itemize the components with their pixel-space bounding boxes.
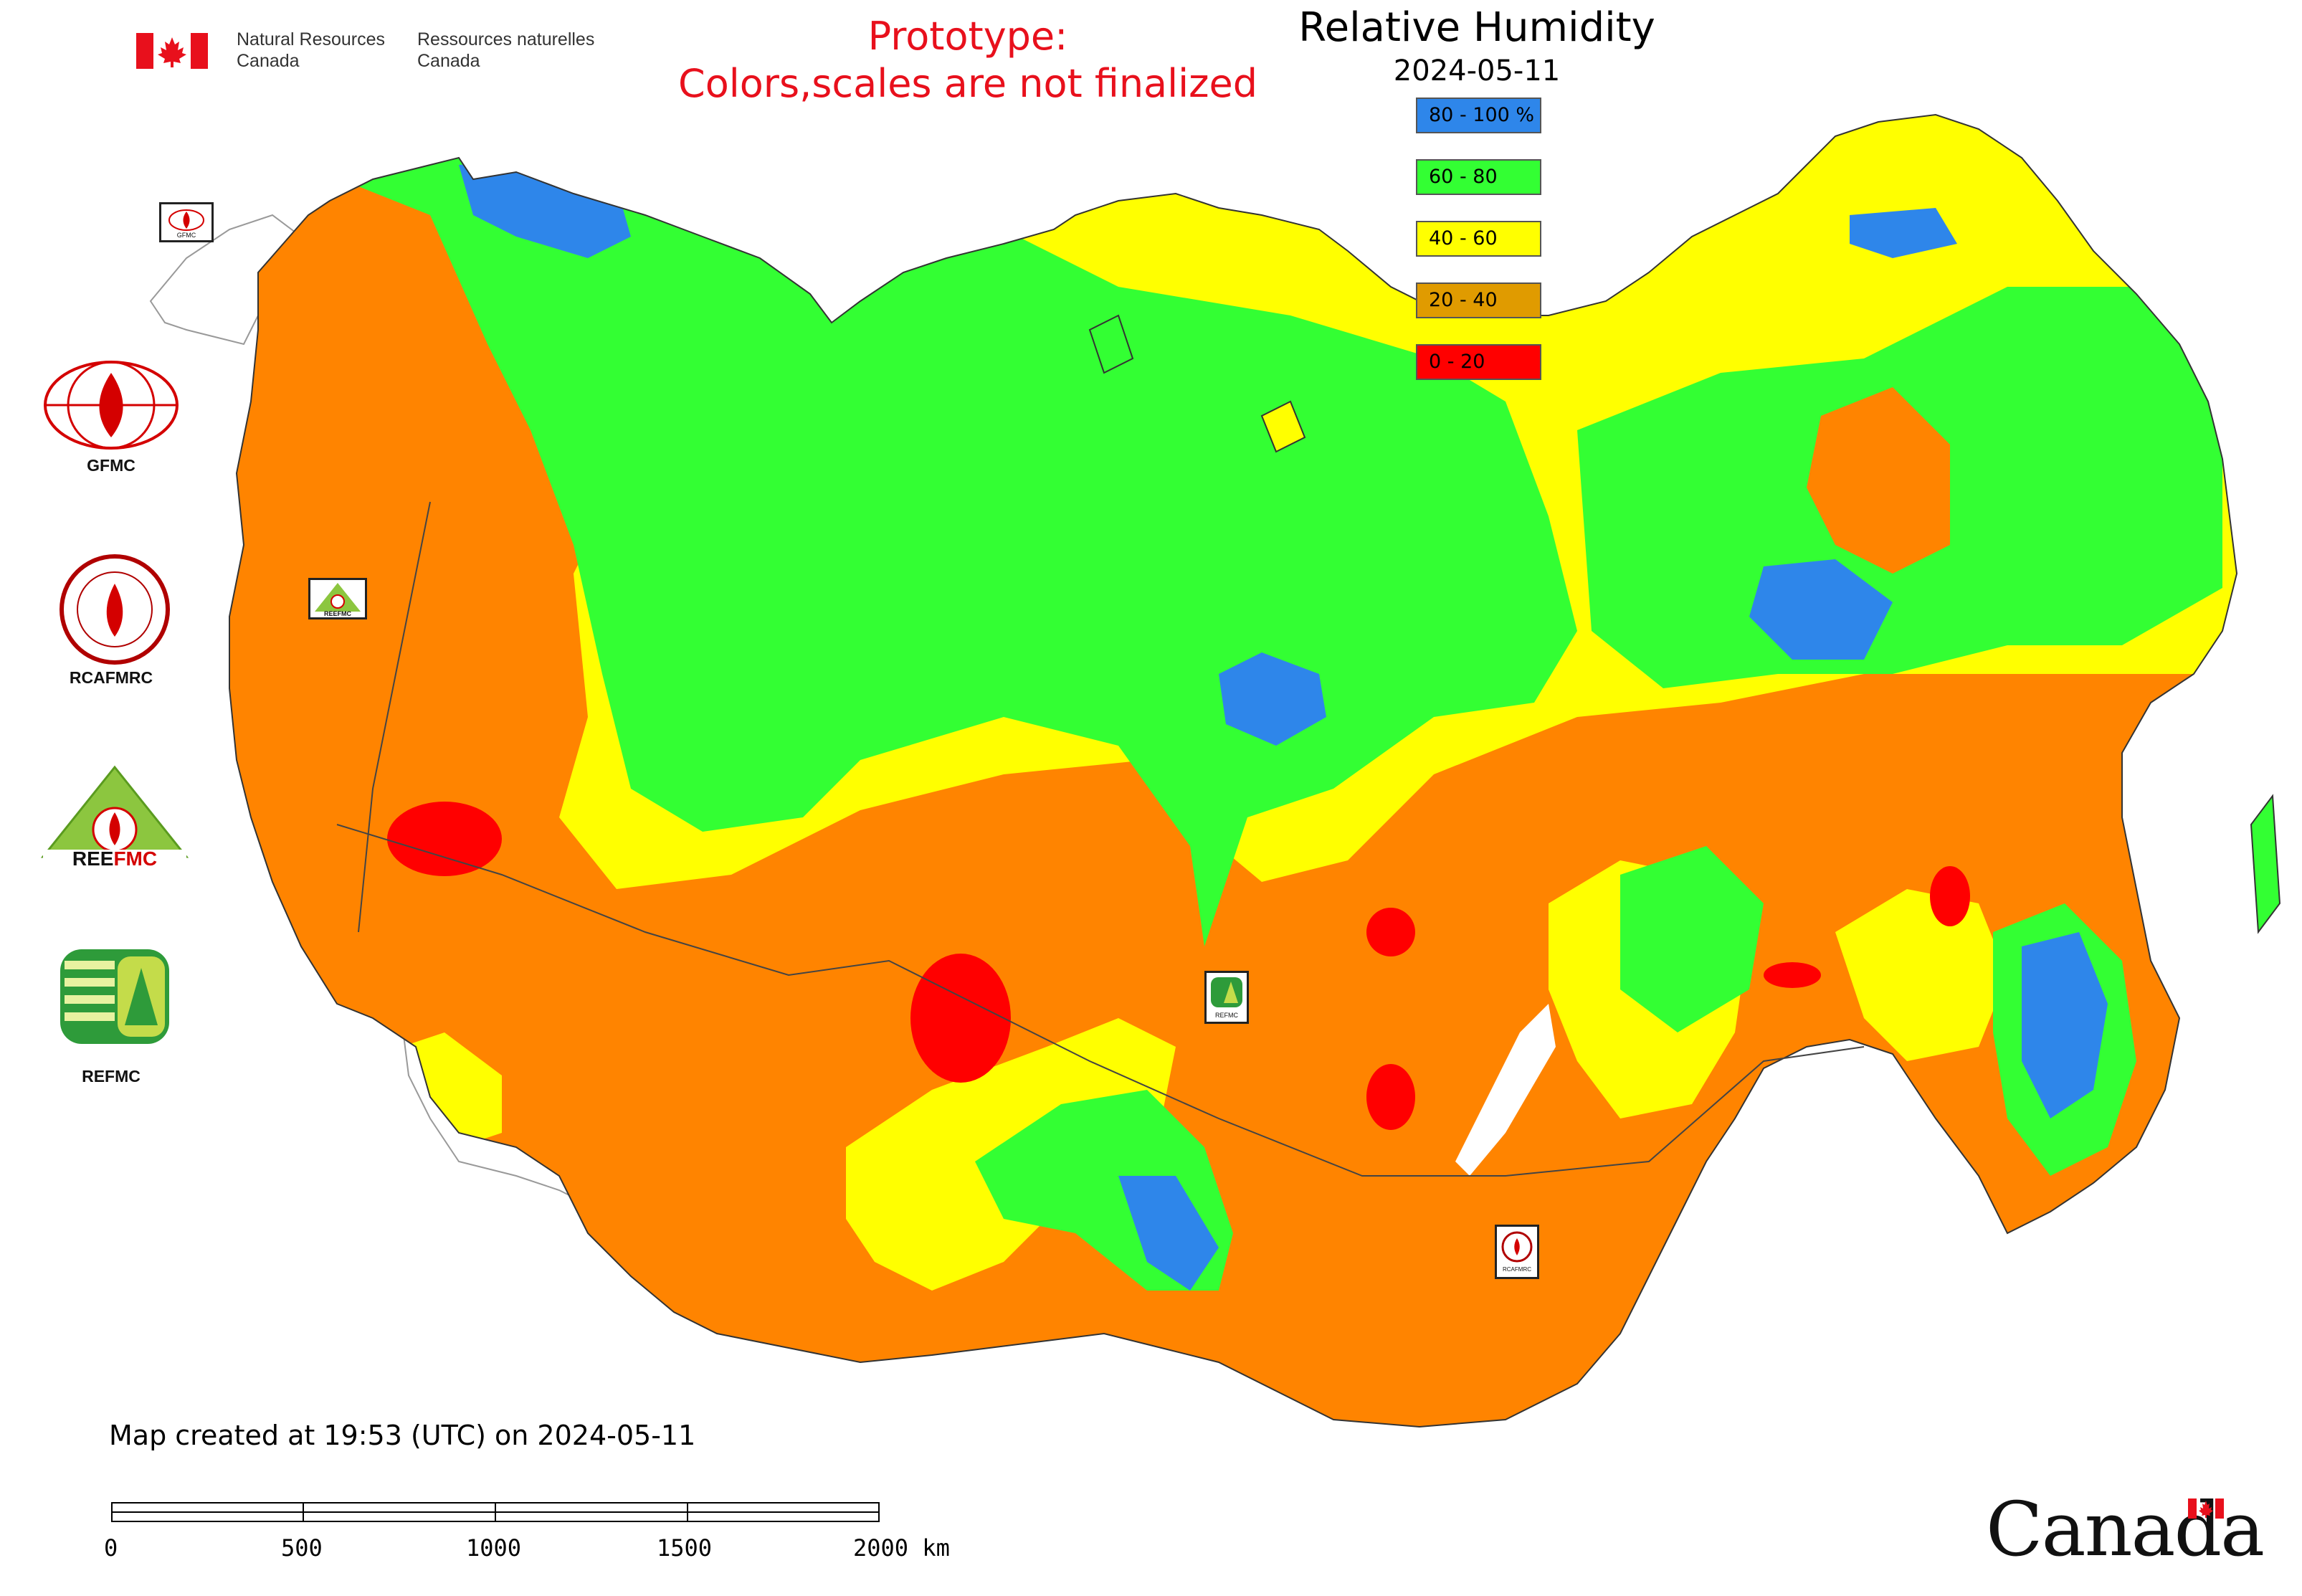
gfmc-logo: GFMC <box>168 209 204 239</box>
rh-band-0-20 <box>1930 866 1970 926</box>
rh-band-0-20 <box>1366 908 1415 956</box>
island <box>2250 794 2281 934</box>
agency-name-en: Natural Resources Canada <box>237 29 386 71</box>
legend-item: 20 - 40 <box>1416 282 1541 318</box>
refmc-logo <box>60 949 169 1044</box>
rh-band-80-100 <box>1850 208 1957 258</box>
border-line <box>336 824 1865 1177</box>
gfmc-logo <box>44 361 179 450</box>
rcafmrc-logo: RCAFMRC <box>1501 1231 1533 1273</box>
scale-label: 0 <box>104 1534 118 1562</box>
map-date: 2024-05-11 <box>1393 54 1561 87</box>
logo-label: GFMC <box>87 456 135 475</box>
marker-label: RCAFMRC <box>1503 1266 1531 1273</box>
rh-band-20-40 <box>1807 387 1950 574</box>
svg-text:REEFMC: REEFMC <box>72 847 157 870</box>
marker-label: REFMC <box>1215 1012 1238 1019</box>
rh-band-0-20 <box>1764 962 1821 988</box>
scale-label: 2000 km <box>853 1534 950 1562</box>
reefmc-logo: REEFMC <box>315 583 361 617</box>
rh-band-80-100 <box>1219 652 1326 746</box>
rh-band-0-20 <box>910 954 1011 1083</box>
canada-flag-icon <box>2188 1498 2224 1519</box>
logo-label: REFMC <box>82 1067 141 1086</box>
logo-label: RCAFMRC <box>69 668 153 687</box>
rh-band-80-100 <box>1749 559 1893 660</box>
gfmc-map-marker[interactable]: GFMC <box>159 202 214 242</box>
reefmc-logo: REEFMC <box>40 765 189 870</box>
scale-label: 500 <box>281 1534 323 1562</box>
lake-baikal <box>1455 1004 1556 1176</box>
scale-bar <box>111 1502 880 1522</box>
prototype-notice: Prototype: Colors,scales are not finaliz… <box>678 14 1257 106</box>
map-created-note: Map created at 19:53 (UTC) on 2024-05-11 <box>109 1420 696 1451</box>
map-title: Relative Humidity <box>1298 4 1655 51</box>
rh-band-60-80 <box>1620 846 1764 1032</box>
rh-band-0-20 <box>387 802 502 876</box>
island <box>1088 314 1134 374</box>
agency-name-fr: Ressources naturelles Canada <box>417 29 595 71</box>
land-outline <box>229 113 2238 1428</box>
rh-band-80-100 <box>2022 932 2108 1118</box>
legend-item: 80 - 100 % <box>1416 98 1541 133</box>
rcafmrc-map-marker[interactable]: RCAFMRC <box>1495 1225 1539 1279</box>
marker-label: GFMC <box>177 232 196 239</box>
marker-label: REEFMC <box>324 610 352 617</box>
canada-flag-icon <box>136 33 208 69</box>
rh-band-40-60 <box>1835 889 2007 1061</box>
scale-label: 1000 <box>466 1534 522 1562</box>
scale-label: 1500 <box>657 1534 713 1562</box>
island <box>1260 400 1306 453</box>
reefmc-map-marker[interactable]: REEFMC <box>308 578 367 619</box>
refmc-map-marker[interactable]: REFMC <box>1204 971 1249 1024</box>
legend-item: 60 - 80 <box>1416 159 1541 195</box>
rh-band-0-20 <box>1366 1064 1415 1130</box>
legend-item: 0 - 20 <box>1416 344 1541 380</box>
legend-item: 40 - 60 <box>1416 221 1541 257</box>
rcafmrc-logo <box>60 554 170 665</box>
refmc-logo: REFMC <box>1211 977 1242 1019</box>
rh-band-80-100 <box>1118 1176 1219 1291</box>
border-line <box>358 501 431 933</box>
